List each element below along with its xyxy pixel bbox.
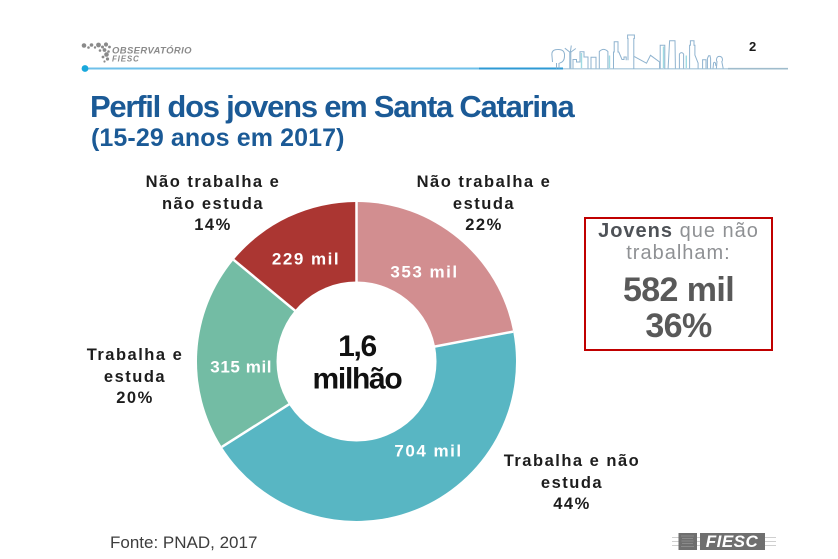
svg-text:milhão: milhão: [313, 363, 403, 396]
svg-text:FIESC: FIESC: [706, 532, 759, 551]
svg-text:229 mil: 229 mil: [272, 250, 340, 269]
svg-text:315 mil: 315 mil: [210, 358, 272, 377]
svg-text:704 mil: 704 mil: [394, 442, 462, 461]
svg-text:OBSERVATÓRIO: OBSERVATÓRIO: [112, 45, 192, 57]
svg-text:1,6: 1,6: [338, 330, 376, 363]
svg-text:353 mil: 353 mil: [390, 263, 458, 282]
svg-text:FIESC: FIESC: [112, 55, 140, 64]
